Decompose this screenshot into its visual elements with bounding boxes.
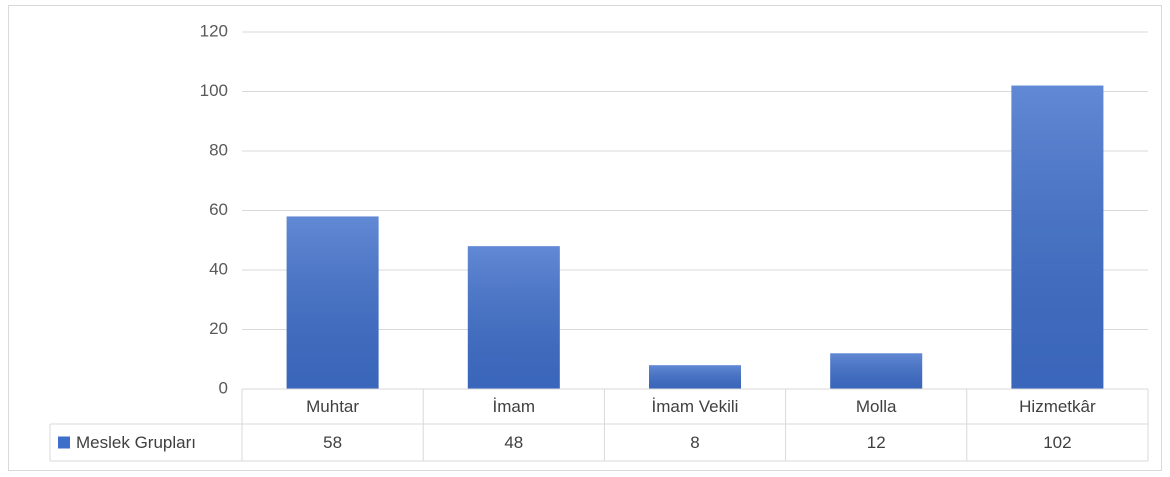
bar-shine [1011,85,1104,390]
table-value: 58 [323,433,342,452]
x-tick-label: Hizmetkâr [1019,397,1096,416]
y-tick-label: 120 [200,21,228,40]
bar-shine [830,353,923,389]
legend-label: Meslek Grupları [76,433,196,452]
y-tick-label: 80 [209,140,228,159]
chart-border [8,5,1162,471]
bar-shine [286,216,379,389]
y-tick-label: 100 [200,81,228,100]
legend-key [58,436,70,449]
table-value: 8 [690,433,699,452]
bar-shine [467,246,560,389]
x-tick-label: İmam Vekili [652,397,739,416]
bar-shine [649,365,741,389]
y-tick-label: 20 [209,319,228,338]
y-tick-label: 60 [209,200,228,219]
x-tick-label: İmam [493,397,536,416]
x-tick-label: Molla [856,397,897,416]
y-tick-label: 0 [219,378,228,397]
table-value: 48 [504,433,523,452]
table-value: 102 [1043,433,1071,452]
table-value: 12 [867,433,886,452]
x-tick-label: Muhtar [306,397,359,416]
y-tick-label: 40 [209,259,228,278]
